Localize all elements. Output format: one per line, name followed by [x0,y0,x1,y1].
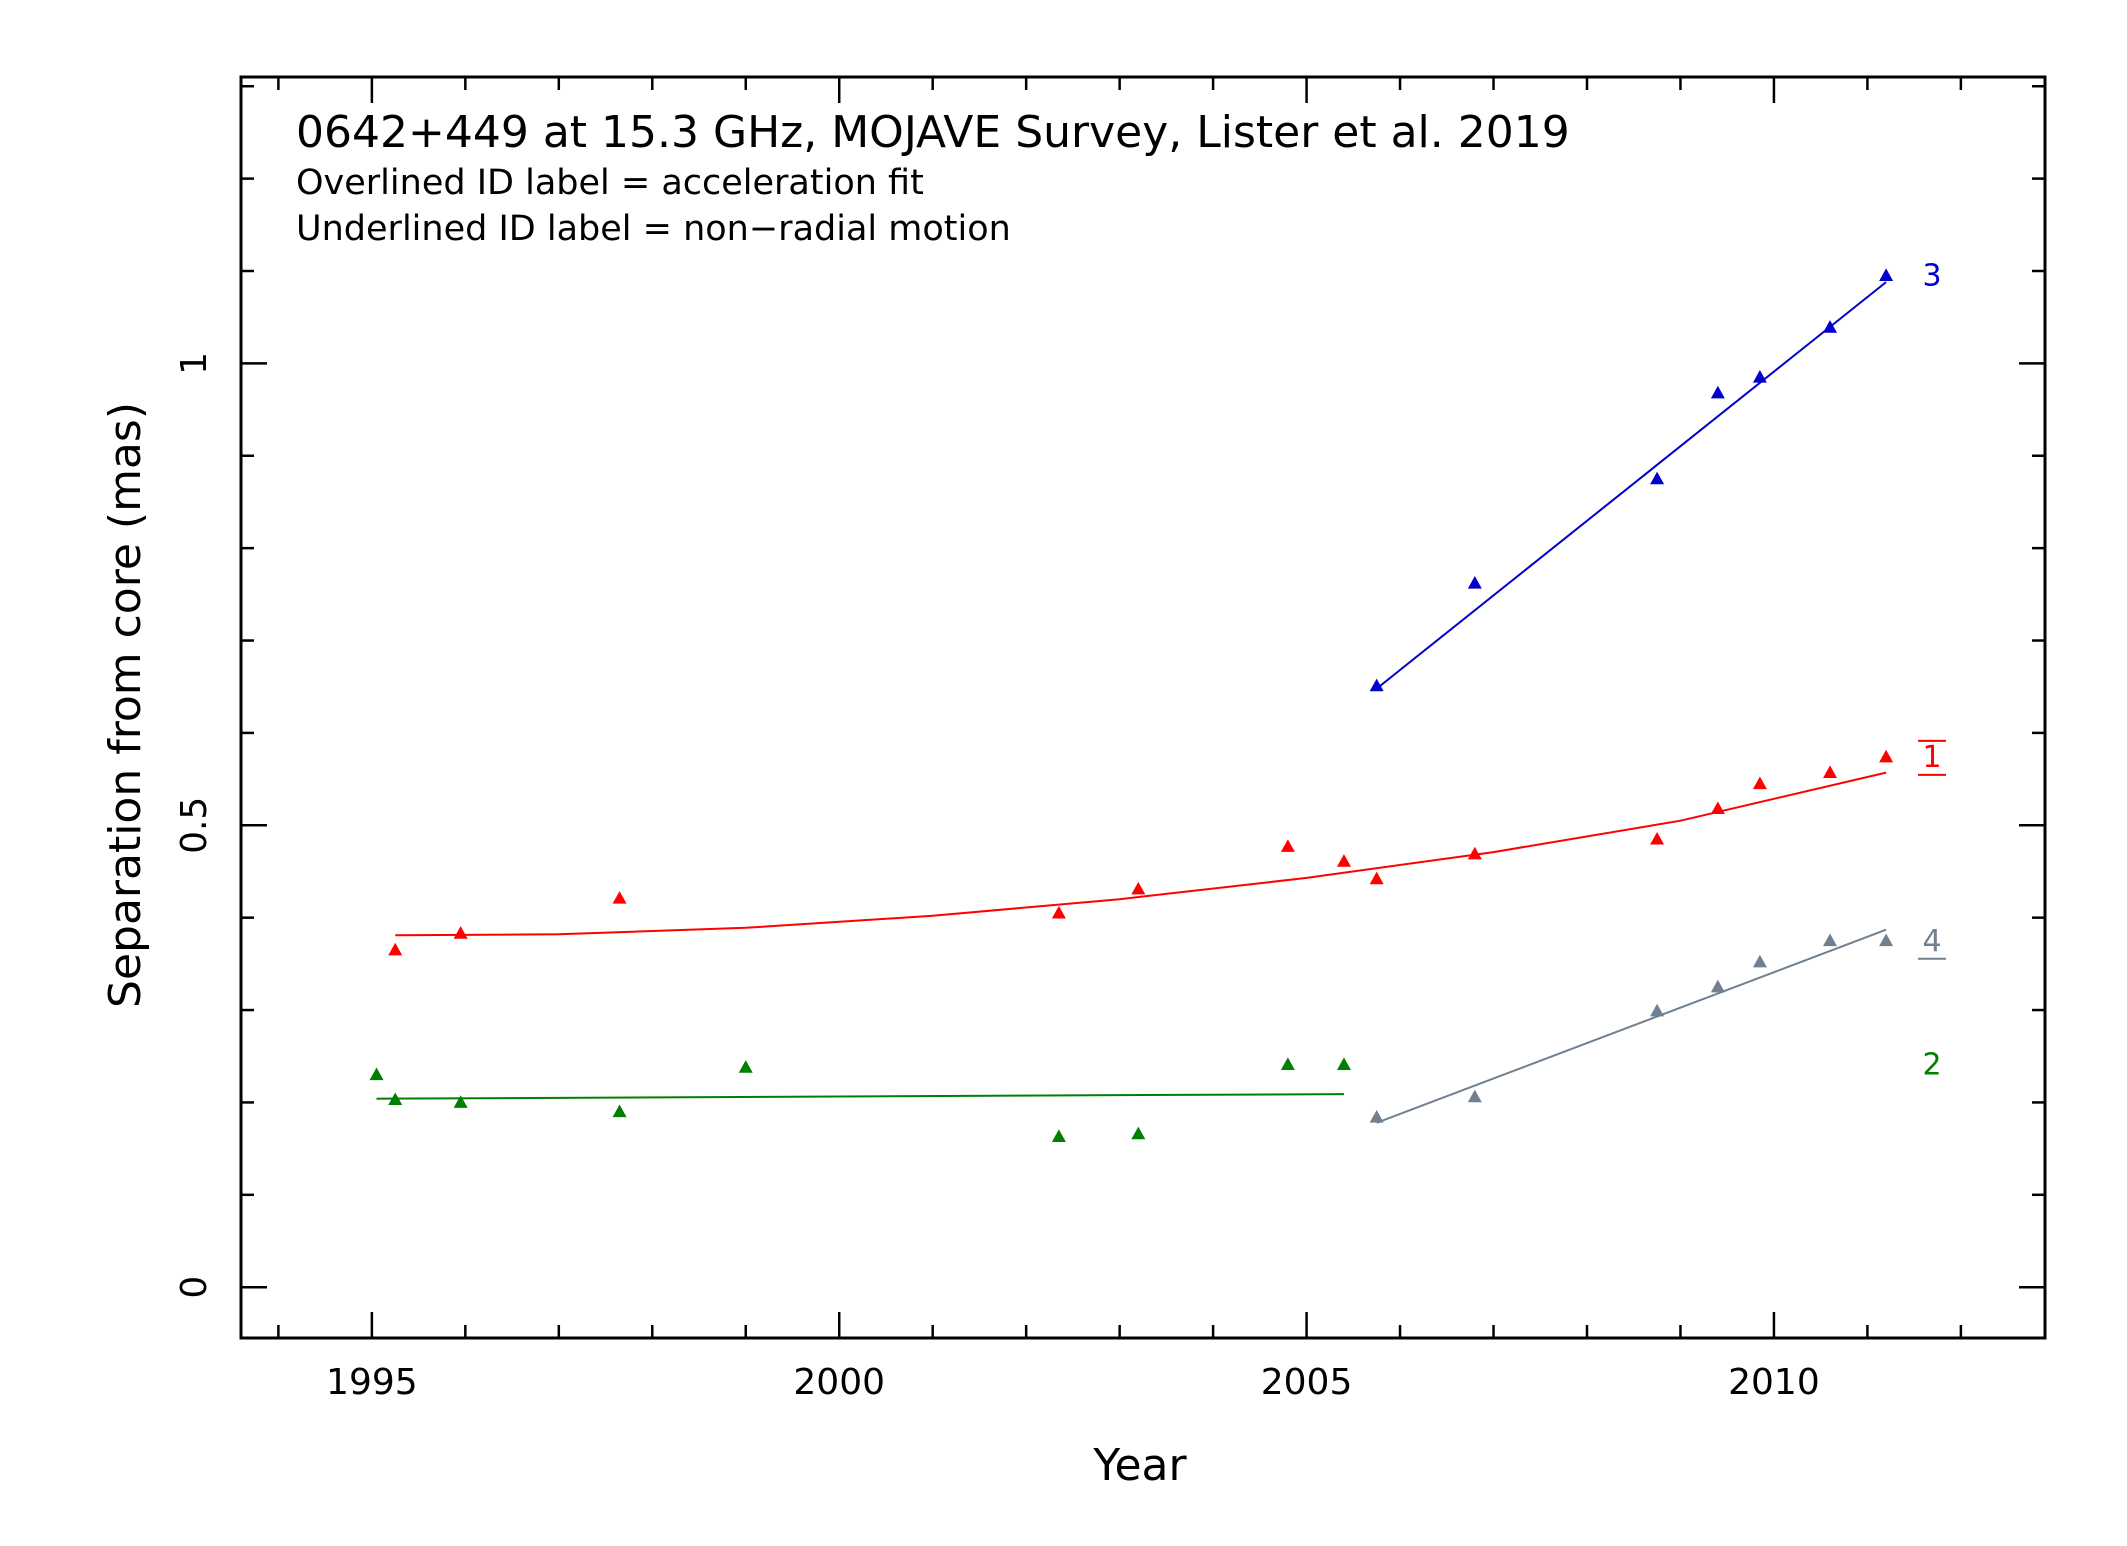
data-point-1 [1467,846,1482,860]
data-point-3 [1369,678,1384,692]
plot-frame [239,75,2047,1340]
data-point-1 [388,942,403,956]
fit-line-2 [376,1093,1345,1100]
data-point-1 [1752,776,1767,790]
data-point-1 [1879,749,1894,763]
component-label-2: 2 [1922,1048,1941,1083]
component-label-1: 1 [1922,740,1941,775]
note-acceleration-fit: Overlined ID label = acceleration fit [296,163,924,203]
data-point-3 [1879,268,1894,282]
x-axis-title: Year [1092,1440,1187,1491]
axes: 1995 2000 2005 2010 0 0.5 1 [174,75,2047,1403]
component-label-3: 3 [1922,259,1941,294]
data-point-2 [1051,1129,1066,1143]
data-point-4 [1650,1003,1665,1017]
data-point-1 [1336,854,1351,867]
data-point-1 [453,926,468,939]
data-point-2 [1336,1057,1351,1070]
x-tick-label: 2000 [793,1362,885,1403]
fit-line-1 [395,771,1887,937]
data-point-4 [1369,1110,1384,1123]
data-point-1 [1650,831,1665,845]
data-point-3 [1467,576,1482,589]
data-point-4 [1752,954,1767,968]
y-tick-label: 0 [174,1276,215,1299]
data-point-3 [1650,471,1665,485]
fit-line-3 [1376,281,1887,690]
data-point-1 [1823,765,1838,779]
data-point-3 [1752,370,1767,383]
data-point-2 [1280,1057,1295,1070]
note-non-radial-motion: Underlined ID label = non−radial motion [296,209,1011,249]
data-point-1 [612,891,627,904]
y-tick-label: 1 [174,352,215,375]
data-point-4 [1823,933,1838,947]
component-label-4: 4 [1922,924,1941,959]
data-point-2 [612,1104,627,1118]
y-tick-label: 0.5 [174,797,215,854]
data-point-1 [1051,905,1066,919]
x-tick-label: 1995 [326,1362,418,1403]
data-point-1 [1280,839,1295,852]
data-point-2 [453,1095,468,1108]
data-point-4 [1467,1089,1482,1103]
data-point-4 [1710,979,1725,993]
data-point-1 [1710,801,1725,815]
chart-title: 0642+449 at 15.3 GHz, MOJAVE Survey, Lis… [296,107,1570,158]
data-point-4 [1879,933,1894,947]
y-axis-title: Separation from core (mas) [100,402,151,1008]
data-point-2 [369,1067,384,1081]
fit-line-4 [1376,928,1887,1124]
data-point-3 [1823,320,1838,333]
data-point-1 [1131,881,1146,895]
x-tick-label: 2010 [1728,1362,1820,1403]
data-point-2 [388,1092,403,1106]
data-point-2 [1131,1126,1146,1140]
data-point-1 [1369,871,1384,885]
data-point-2 [738,1060,753,1073]
plot-marks: 1 2 3 4 [369,259,1946,1143]
x-tick-label: 2005 [1261,1362,1353,1403]
data-point-3 [1710,385,1725,399]
